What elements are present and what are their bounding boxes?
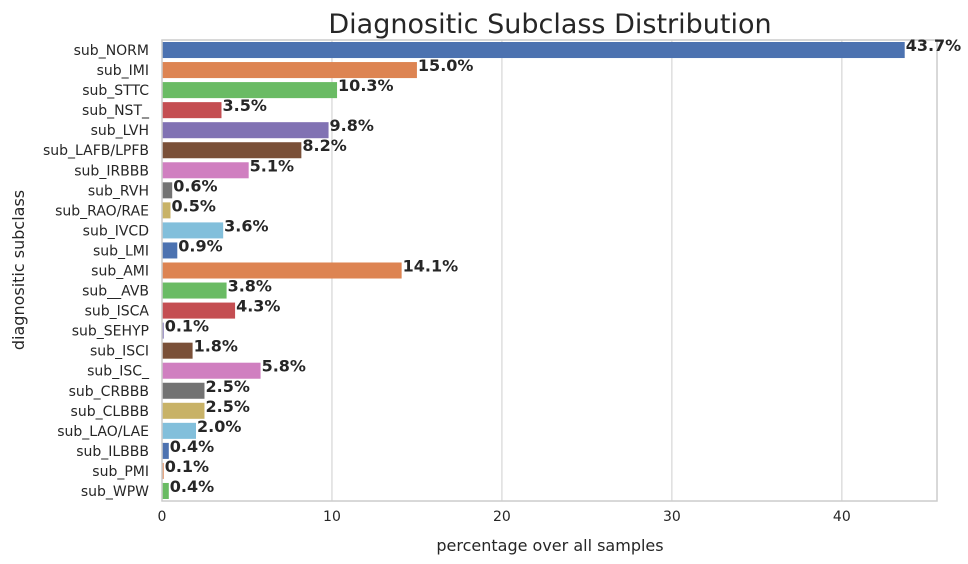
- y-tick-label: sub_STTC: [82, 83, 149, 99]
- bar: [162, 102, 222, 119]
- bar: [162, 262, 402, 279]
- data-label: 1.8%: [194, 337, 238, 356]
- data-label: 0.4%: [170, 437, 214, 456]
- data-label: 8.2%: [302, 136, 346, 155]
- bar: [162, 62, 417, 79]
- y-tick-label: sub_IRBBB: [74, 163, 149, 179]
- bar: [162, 362, 261, 379]
- y-tick-label: sub_IMI: [97, 63, 149, 79]
- x-tick-label: 30: [663, 509, 681, 525]
- y-tick-label: sub_NST_: [82, 103, 150, 119]
- y-tick-label: sub_PMI: [92, 464, 149, 480]
- y-tick-label: sub_RAO/RAE: [55, 203, 149, 219]
- data-labels: 43.7% 15.0% 10.3% 3.5% 9.8%8.2% 5.1% 0.6%0.5% 3…: [165, 36, 962, 496]
- data-label: 14.1%: [403, 257, 459, 276]
- y-tick-label: sub_ISCA: [85, 304, 150, 320]
- y-tick-label: sub_CRBBB: [69, 384, 149, 400]
- data-label: 15.0%: [418, 56, 474, 75]
- bar: [162, 322, 164, 339]
- data-label: 2.5%: [205, 377, 249, 396]
- data-label: 9.8%: [330, 116, 374, 135]
- data-label: 3.6%: [224, 216, 268, 235]
- data-label: 0.6%: [173, 176, 217, 195]
- y-tick-label: sub_AMI: [91, 264, 149, 280]
- bar: [162, 382, 205, 399]
- chart-title: Diagnositic Subclass Distribution: [328, 9, 771, 40]
- bar: [162, 182, 173, 199]
- data-label: 43.7%: [906, 36, 962, 55]
- y-tick-label: sub_ISC_: [87, 364, 150, 380]
- bar: [162, 342, 193, 359]
- x-tick-label: 20: [493, 509, 511, 525]
- x-tick-label: 0: [158, 509, 167, 525]
- y-tick-label: sub_LVH: [91, 123, 149, 139]
- bar: [162, 462, 164, 479]
- data-label: 0.1%: [165, 317, 209, 336]
- y-tick-label: sub_LMI: [93, 243, 149, 259]
- y-tick-label: sub_IVCD: [83, 223, 149, 239]
- data-label: 2.5%: [205, 397, 249, 416]
- y-tick-label: sub_ILBBB: [76, 444, 149, 460]
- y-tick-label: sub_CLBBB: [71, 404, 149, 420]
- y-tick-label: sub_WPW: [81, 484, 149, 500]
- bar: [162, 242, 178, 259]
- x-tick-label: 40: [833, 509, 851, 525]
- bar: [162, 402, 205, 419]
- data-label: 5.1%: [250, 156, 294, 175]
- data-label: 2.0%: [197, 417, 241, 436]
- x-tick-labels: 0 10 20 30 40: [158, 509, 851, 525]
- y-tick-label: sub_LAFB/LPFB: [43, 143, 149, 159]
- y-axis-label: diagnositic subclass: [9, 190, 28, 350]
- y-tick-label: sub_NORM: [74, 43, 149, 59]
- bar: [162, 282, 227, 299]
- x-tick-label: 10: [323, 509, 341, 525]
- bar: [162, 122, 329, 139]
- y-tick-label: sub_LAO/LAE: [57, 424, 149, 440]
- x-axis-label: percentage over all samples: [436, 536, 663, 555]
- bar: [162, 142, 302, 159]
- y-tick-label: sub_RVH: [88, 183, 149, 199]
- bars: [162, 42, 905, 499]
- bar: [162, 202, 171, 219]
- data-label: 3.8%: [228, 277, 272, 296]
- y-tick-label: sub_ISCI: [90, 344, 149, 360]
- bar: [162, 162, 249, 179]
- data-label: 0.9%: [178, 236, 222, 255]
- data-label: 4.3%: [236, 297, 280, 316]
- bar: [162, 222, 224, 239]
- bar: [162, 302, 236, 319]
- data-label: 5.8%: [262, 357, 306, 376]
- bar: [162, 482, 169, 499]
- y-tick-label: sub_SEHYP: [72, 324, 149, 340]
- data-label: 3.5%: [222, 96, 266, 115]
- plot-frame: [161, 39, 938, 502]
- y-tick-labels: sub_NORM sub_IMI sub_STTC sub_NST_ sub_LVHsu…: [43, 43, 150, 500]
- data-label: 10.3%: [338, 76, 394, 95]
- data-label: 0.4%: [170, 477, 214, 496]
- bar: [162, 82, 338, 99]
- bar: [162, 422, 196, 439]
- data-label: 0.1%: [165, 457, 209, 476]
- y-tick-label: sub__AVB: [82, 284, 149, 300]
- data-label: 0.5%: [171, 196, 215, 215]
- bar: [162, 442, 169, 459]
- bar: [162, 42, 905, 59]
